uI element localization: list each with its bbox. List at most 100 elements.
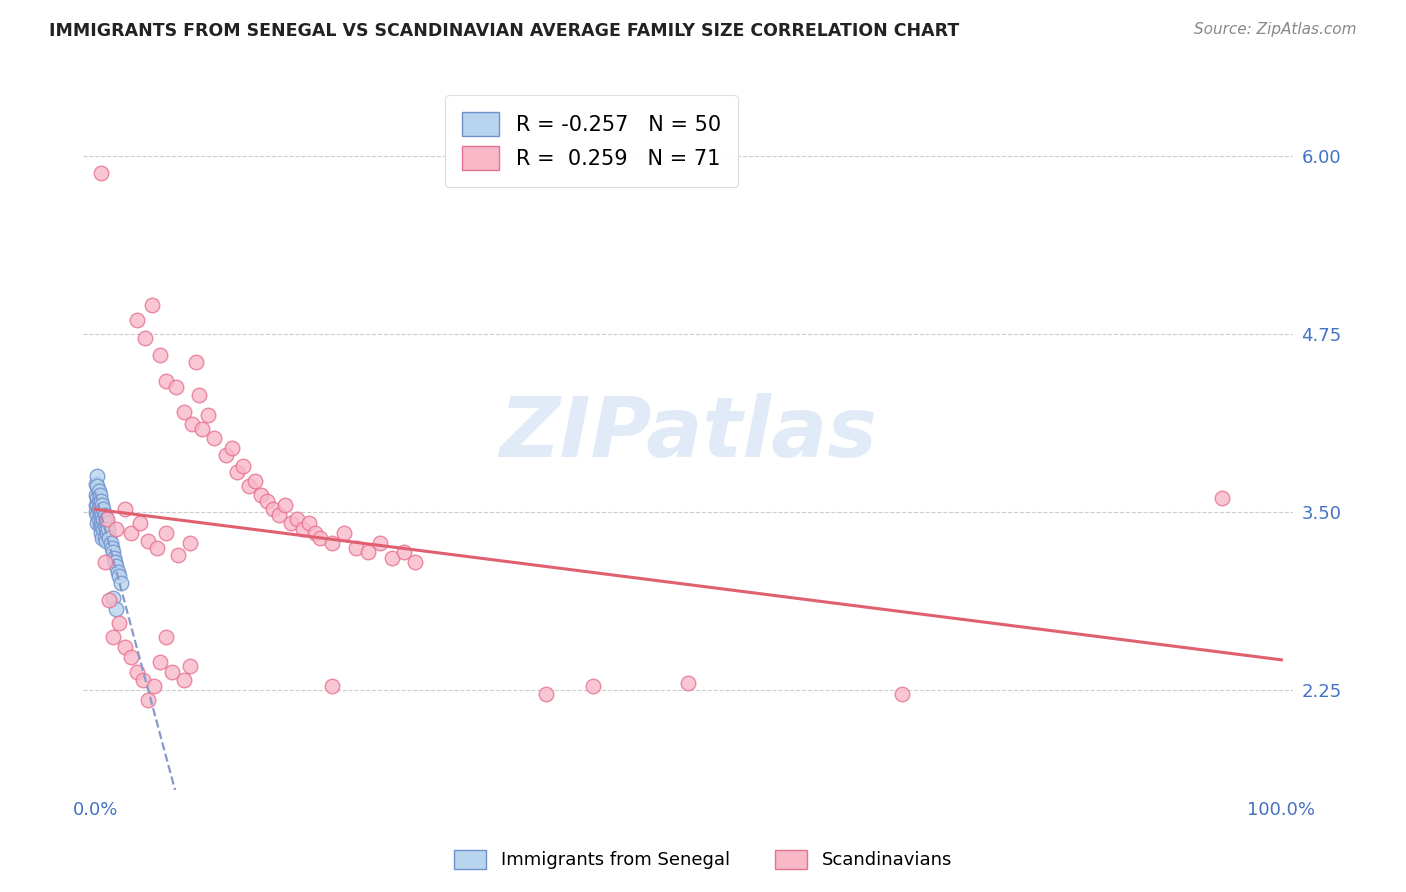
Point: [90, 493, 112, 508]
Point: [250, 488, 273, 502]
Point: [98, 531, 121, 545]
Point: [89, 519, 111, 533]
Point: [676, 676, 699, 690]
Point: [86, 508, 108, 522]
Point: [91, 519, 114, 533]
Point: [184, 355, 207, 369]
Point: [309, 531, 332, 545]
Point: [214, 448, 236, 462]
Point: [97, 522, 120, 536]
Point: [89, 488, 111, 502]
Point: [86, 498, 108, 512]
Point: [138, 533, 160, 548]
Point: [89, 498, 111, 512]
Point: [100, 536, 122, 550]
Point: [84, 498, 107, 512]
Point: [304, 526, 326, 541]
Point: [105, 602, 128, 616]
Point: [120, 526, 142, 541]
Point: [134, 331, 156, 345]
Point: [101, 631, 124, 645]
Point: [262, 502, 284, 516]
Point: [86, 479, 108, 493]
Point: [149, 348, 172, 362]
Point: [155, 374, 177, 388]
Point: [93, 531, 115, 545]
Point: [534, 688, 557, 702]
Point: [90, 526, 112, 541]
Point: [191, 422, 214, 436]
Point: [96, 516, 118, 531]
Point: [93, 508, 115, 522]
Point: [114, 640, 136, 655]
Point: [202, 431, 225, 445]
Text: IMMIGRANTS FROM SENEGAL VS SCANDINAVIAN AVERAGE FAMILY SIZE CORRELATION CHART: IMMIGRANTS FROM SENEGAL VS SCANDINAVIAN …: [49, 22, 959, 40]
Point: [101, 545, 124, 559]
Point: [280, 516, 302, 531]
Point: [104, 555, 127, 569]
Point: [89, 508, 111, 522]
Point: [86, 491, 108, 505]
Point: [96, 526, 118, 541]
Point: [103, 550, 125, 565]
Point: [890, 688, 912, 702]
Point: [94, 522, 117, 536]
Point: [167, 548, 190, 562]
Point: [94, 533, 117, 548]
Point: [179, 659, 201, 673]
Point: [96, 512, 118, 526]
Point: [98, 593, 121, 607]
Point: [100, 541, 122, 555]
Point: [125, 312, 148, 326]
Point: [173, 673, 195, 688]
Point: [146, 541, 169, 555]
Point: [143, 679, 166, 693]
Point: [155, 526, 177, 541]
Point: [344, 541, 367, 555]
Point: [160, 665, 183, 679]
Point: [238, 479, 260, 493]
Point: [226, 465, 249, 479]
Point: [197, 408, 219, 422]
Point: [165, 379, 187, 393]
Point: [84, 505, 107, 519]
Point: [298, 516, 321, 531]
Point: [357, 545, 380, 559]
Point: [90, 166, 112, 180]
Point: [84, 488, 107, 502]
Point: [155, 631, 177, 645]
Point: [87, 502, 110, 516]
Point: [149, 655, 172, 669]
Point: [245, 474, 267, 488]
Point: [87, 483, 110, 498]
Point: [333, 526, 356, 541]
Point: [110, 576, 132, 591]
Point: [291, 522, 314, 536]
Point: [107, 565, 129, 579]
Point: [86, 469, 108, 483]
Point: [181, 417, 204, 431]
Point: [120, 650, 142, 665]
Legend: Immigrants from Senegal, Scandinavians: Immigrants from Senegal, Scandinavians: [444, 841, 962, 879]
Point: [221, 441, 243, 455]
Legend: R = -0.257   N = 50, R =  0.259   N = 71: R = -0.257 N = 50, R = 0.259 N = 71: [446, 95, 738, 186]
Point: [91, 508, 114, 522]
Point: [173, 405, 195, 419]
Point: [274, 498, 297, 512]
Point: [90, 516, 112, 531]
Point: [131, 673, 153, 688]
Point: [105, 559, 128, 574]
Point: [93, 519, 115, 533]
Point: [114, 502, 136, 516]
Point: [94, 512, 117, 526]
Point: [582, 679, 605, 693]
Point: [179, 536, 201, 550]
Point: [138, 693, 160, 707]
Point: [141, 298, 163, 312]
Text: ZIPatlas: ZIPatlas: [499, 393, 877, 475]
Point: [86, 516, 108, 531]
Point: [232, 459, 254, 474]
Point: [87, 512, 110, 526]
Point: [125, 665, 148, 679]
Point: [188, 388, 211, 402]
